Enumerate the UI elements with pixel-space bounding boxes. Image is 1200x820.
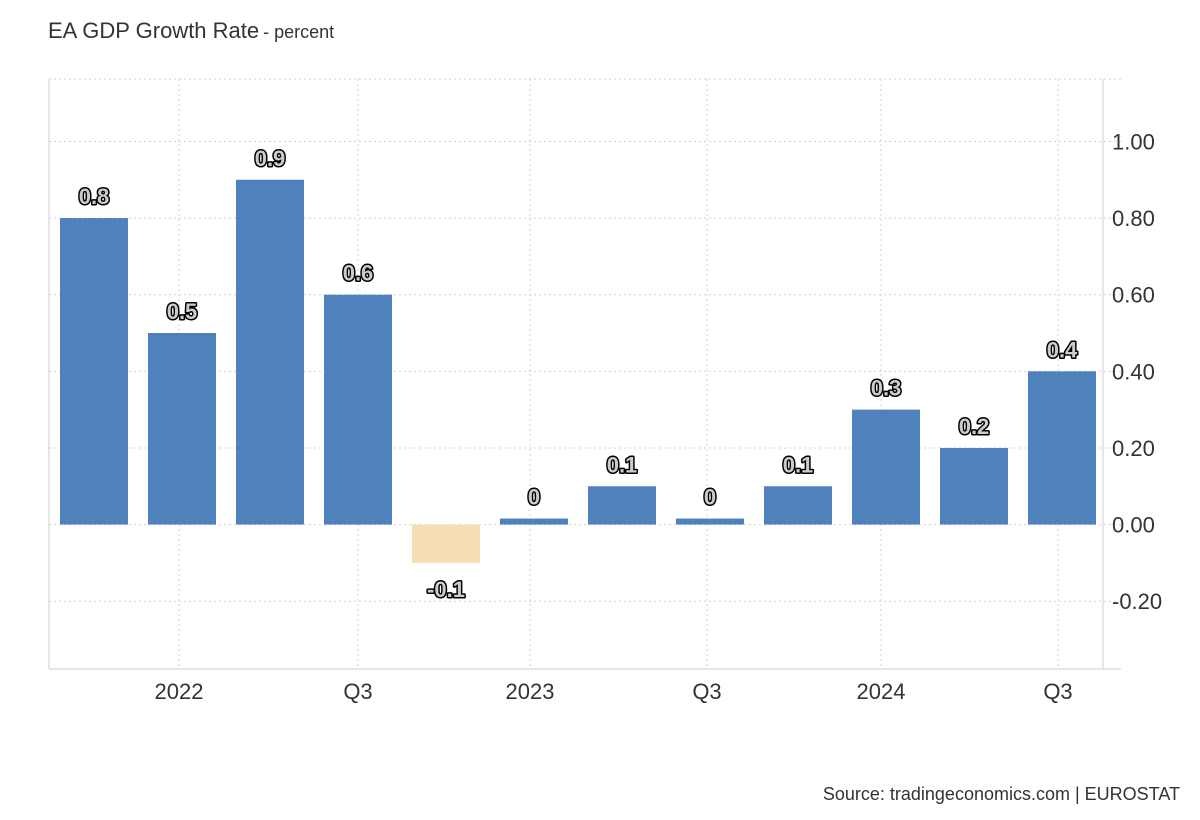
data-label: 0.1: [783, 452, 814, 477]
bar[interactable]: [940, 447, 1008, 525]
x-tick-label: Q3: [1043, 679, 1072, 704]
bars: [60, 179, 1096, 563]
data-label: 0.9: [255, 146, 286, 171]
bar[interactable]: [148, 333, 216, 525]
bar[interactable]: [676, 518, 744, 525]
x-tick-label: 2024: [857, 679, 906, 704]
data-label: 0: [528, 485, 540, 510]
data-label: -0.1: [427, 577, 465, 602]
bar[interactable]: [236, 179, 304, 525]
y-tick-label: 0.80: [1112, 206, 1155, 231]
y-tick-label: 1.00: [1112, 129, 1155, 154]
data-label: 0.8: [79, 184, 110, 209]
y-tick-label: 0.20: [1112, 436, 1155, 461]
bar[interactable]: [500, 518, 568, 525]
chart-title-text: EA GDP Growth Rate: [48, 18, 260, 43]
bar[interactable]: [412, 524, 480, 563]
bar[interactable]: [852, 409, 920, 525]
y-tick-label: 0.40: [1112, 359, 1155, 384]
x-tick-label: 2022: [155, 679, 204, 704]
bar[interactable]: [764, 486, 832, 525]
y-axis-ticks: 1.00 0.80 0.60 0.40 0.20 0.00 -0.20: [1112, 129, 1162, 614]
data-label: 0.1: [607, 452, 638, 477]
source-note: Source: tradingeconomics.com | EUROSTAT: [822, 784, 1180, 804]
data-label: 0.5: [167, 299, 198, 324]
chart-title: EA GDP Growth Rate - percent: [48, 18, 334, 44]
chart-subtitle: - percent: [263, 22, 335, 42]
x-tick-label: Q3: [343, 679, 372, 704]
data-label: 0.2: [959, 414, 990, 439]
x-tick-label: Q3: [692, 679, 721, 704]
data-label: 0.3: [871, 376, 902, 401]
x-tick-label: 2023: [506, 679, 555, 704]
y-tick-label: -0.20: [1112, 589, 1162, 614]
data-label: 0: [704, 485, 716, 510]
bar[interactable]: [588, 486, 656, 525]
bar[interactable]: [324, 294, 392, 525]
y-tick-label: 0.00: [1112, 513, 1155, 538]
y-tick-label: 0.60: [1112, 283, 1155, 308]
bar[interactable]: [60, 218, 128, 525]
data-label: 0.6: [343, 261, 374, 286]
data-label: 0.4: [1047, 337, 1078, 362]
bar[interactable]: [1028, 371, 1096, 525]
x-axis-ticks: 2022 Q3 2023 Q3 2024 Q3: [155, 679, 1073, 704]
data-labels: 0.8 0.5 0.9 0.6 -0.1 0 0.1 0 0.1 0.3 0.2 0.4: [77, 144, 1079, 603]
